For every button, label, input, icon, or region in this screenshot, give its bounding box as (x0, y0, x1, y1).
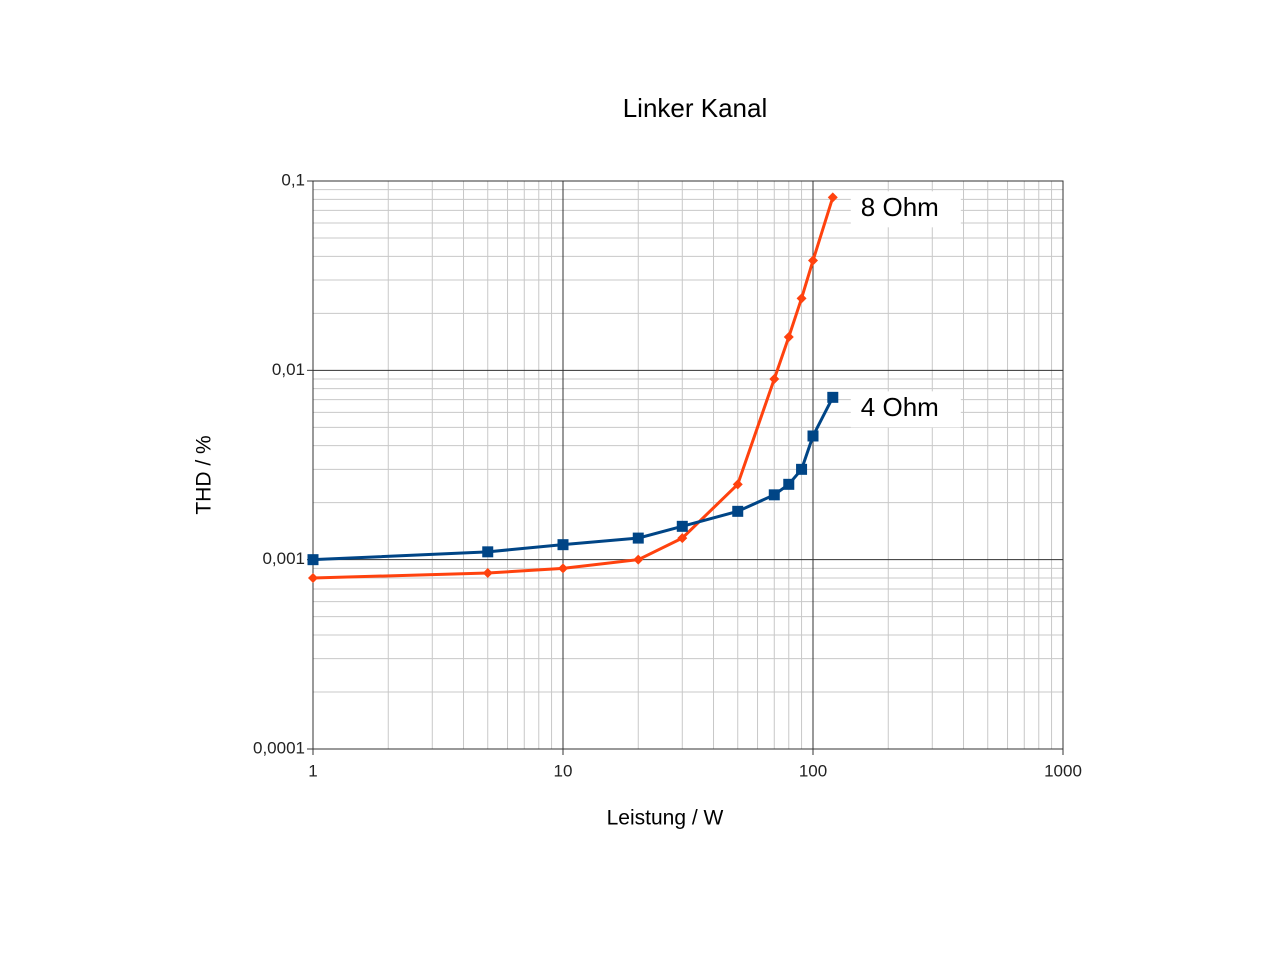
marker (768, 489, 780, 501)
x-tick-label: 1 (308, 761, 317, 780)
marker (557, 539, 569, 551)
series-label: 8 Ohm (861, 192, 939, 222)
label-box (850, 191, 961, 228)
marker (732, 505, 744, 517)
label-box (850, 391, 961, 428)
x-tick-label: 10 (554, 761, 573, 780)
chart-title: Linker Kanal (623, 93, 768, 123)
marker (308, 573, 318, 584)
marker (796, 463, 808, 475)
marker (676, 520, 688, 532)
x-tick-label: 1000 (1044, 761, 1082, 780)
marker (558, 563, 568, 574)
marker (783, 478, 795, 490)
marker (677, 533, 688, 544)
marker (632, 532, 644, 544)
marker (769, 373, 780, 384)
x-tick-label: 100 (799, 761, 827, 780)
plot-border (312, 180, 1064, 750)
x-axis-label: Leistung / W (607, 807, 724, 830)
marker (633, 554, 644, 565)
marker (796, 293, 807, 304)
marker (732, 479, 743, 490)
marker (808, 255, 818, 266)
y-tick-label: 0,001 (262, 549, 305, 568)
marker (482, 546, 494, 558)
series-label: 4 Ohm (861, 392, 939, 422)
y-tick-label: 0,01 (272, 360, 305, 379)
y-tick-label: 0,1 (281, 170, 305, 189)
marker (827, 192, 838, 203)
marker (827, 391, 839, 403)
y-axis-label: THD / % (193, 435, 216, 514)
marker (807, 430, 819, 442)
y-tick-label: 0,0001 (253, 738, 305, 757)
marker (783, 331, 794, 342)
marker (307, 554, 319, 566)
marker (482, 568, 493, 579)
